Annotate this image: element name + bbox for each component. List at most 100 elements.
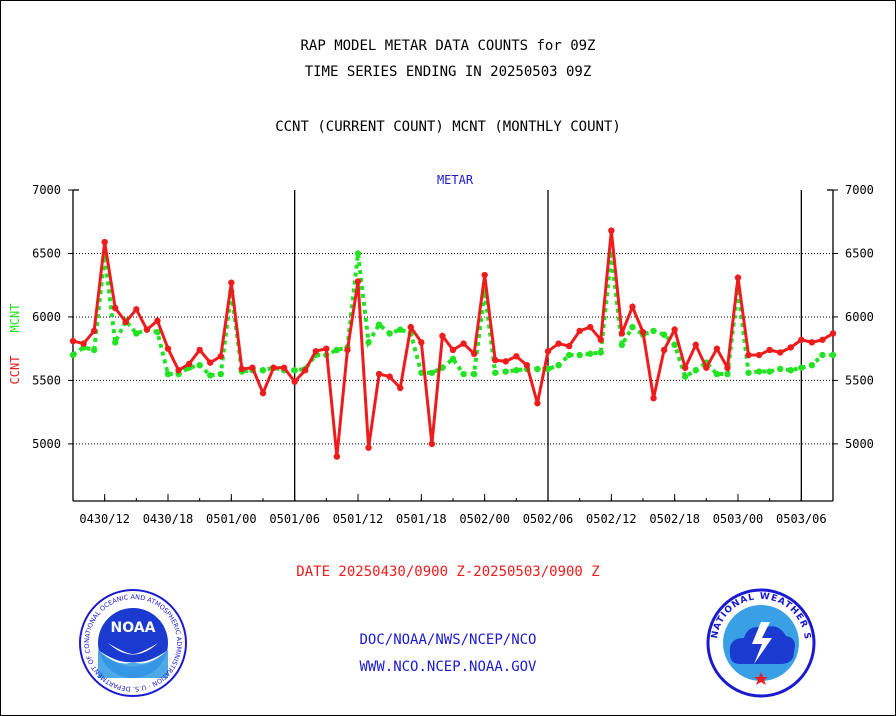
data-point-mcnt [69, 351, 77, 359]
data-point-ccnt [703, 364, 710, 371]
data-point-ccnt [228, 279, 235, 286]
data-point-ccnt [185, 360, 193, 368]
data-point-ccnt [175, 367, 182, 374]
data-point-ccnt [576, 327, 583, 335]
data-point-mcnt [90, 346, 98, 354]
data-point-ccnt [734, 274, 742, 281]
data-point-ccnt [196, 346, 203, 354]
data-point-mcnt [597, 349, 604, 356]
data-point-ccnt [238, 365, 246, 373]
data-point-ccnt [755, 351, 763, 359]
x-tick-label: 0502/18 [649, 512, 700, 526]
data-point-mcnt [386, 330, 393, 337]
data-point-mcnt [492, 369, 499, 376]
data-point-mcnt [829, 351, 837, 359]
data-point-ccnt [80, 340, 87, 347]
data-point-mcnt [660, 331, 668, 338]
nws-logo-icon: NATIONAL WEATHER SERVICE [706, 588, 816, 698]
data-point-mcnt [808, 361, 816, 369]
y-tick-label-left: 6000 [32, 310, 61, 324]
data-point-ccnt [671, 326, 678, 333]
data-point-ccnt [597, 336, 604, 343]
data-point-mcnt [217, 370, 224, 378]
y-tick-label-right: 7000 [845, 183, 874, 197]
data-point-ccnt [312, 348, 319, 355]
x-tick-label: 0503/06 [776, 512, 827, 526]
data-point-mcnt [112, 339, 119, 346]
data-point-ccnt [787, 344, 794, 351]
data-point-ccnt [354, 278, 362, 285]
data-point-ccnt [302, 367, 309, 374]
data-point-ccnt [470, 350, 478, 357]
date-range-label: DATE 20250430/0900 Z-20250503/0900 Z [296, 564, 600, 580]
data-point-ccnt [492, 356, 499, 364]
x-tick-label: 0502/12 [586, 512, 637, 526]
data-point-mcnt [333, 346, 341, 354]
data-point-ccnt [460, 340, 467, 347]
data-point-ccnt [555, 340, 562, 347]
data-point-mcnt [724, 370, 731, 378]
x-tick-label: 0430/18 [143, 512, 194, 526]
data-point-ccnt [502, 358, 509, 365]
y-tick-label-left: 5500 [32, 373, 61, 387]
x-tick-label: 0501/06 [269, 512, 320, 526]
data-point-mcnt [745, 369, 752, 376]
data-point-ccnt [207, 359, 214, 366]
data-point-ccnt [69, 337, 77, 345]
y-tick-label-left: 6500 [32, 246, 61, 260]
data-point-mcnt [534, 365, 541, 373]
data-point-ccnt [618, 330, 626, 337]
data-point-mcnt [196, 361, 203, 369]
data-point-ccnt [143, 326, 151, 333]
data-point-mcnt [766, 368, 773, 375]
data-point-mcnt [154, 328, 161, 336]
data-point-mcnt [470, 370, 478, 378]
data-point-ccnt [692, 341, 699, 349]
data-point-mcnt [777, 365, 784, 373]
data-point-mcnt [576, 351, 583, 359]
data-point-mcnt [375, 321, 383, 328]
data-point-mcnt [544, 365, 552, 373]
chart-subtitle-legend: CCNT (CURRENT COUNT) MCNT (MONTHLY COUNT… [275, 119, 621, 135]
data-point-ccnt [344, 346, 351, 354]
data-point-ccnt [122, 318, 129, 326]
data-point-mcnt [291, 367, 298, 374]
data-point-mcnt [428, 369, 436, 376]
data-point-ccnt [513, 353, 520, 360]
data-point-mcnt [354, 250, 362, 257]
data-point-ccnt [154, 317, 161, 324]
data-point-ccnt [101, 238, 108, 246]
x-tick-label: 0501/00 [206, 512, 257, 526]
y-tick-label-right: 5500 [845, 373, 874, 387]
data-point-ccnt [829, 330, 837, 337]
website-link[interactable]: WWW.NCO.NCEP.NOAA.GOV [359, 659, 537, 675]
data-point-ccnt [217, 353, 224, 360]
chart-title-line-1: RAP MODEL METAR DATA COUNTS for 09Z [300, 38, 596, 54]
data-point-mcnt [555, 361, 562, 369]
data-point-ccnt [608, 227, 615, 234]
chart-title-line-2: TIME SERIES ENDING IN 20250503 09Z [304, 64, 592, 80]
data-point-ccnt [397, 384, 404, 392]
data-point-ccnt [333, 453, 341, 460]
data-point-mcnt [682, 373, 689, 380]
data-point-ccnt [629, 303, 636, 310]
data-point-mcnt [460, 370, 467, 378]
data-point-mcnt [207, 372, 214, 379]
x-tick-label: 0502/06 [523, 512, 574, 526]
data-point-mcnt [365, 339, 372, 346]
data-point-ccnt [323, 345, 330, 352]
data-point-mcnt [513, 367, 520, 374]
data-point-ccnt [660, 346, 668, 354]
data-point-mcnt [502, 368, 509, 375]
data-point-mcnt [397, 326, 404, 333]
y-tick-label-right: 6000 [845, 310, 874, 324]
data-point-ccnt [481, 271, 488, 279]
y-tick-label-left: 7000 [32, 183, 61, 197]
data-point-ccnt [650, 394, 657, 402]
data-point-ccnt [682, 364, 689, 371]
data-point-ccnt [112, 304, 119, 312]
data-point-ccnt [777, 349, 784, 356]
data-point-ccnt [259, 389, 267, 397]
data-point-ccnt [280, 364, 288, 371]
